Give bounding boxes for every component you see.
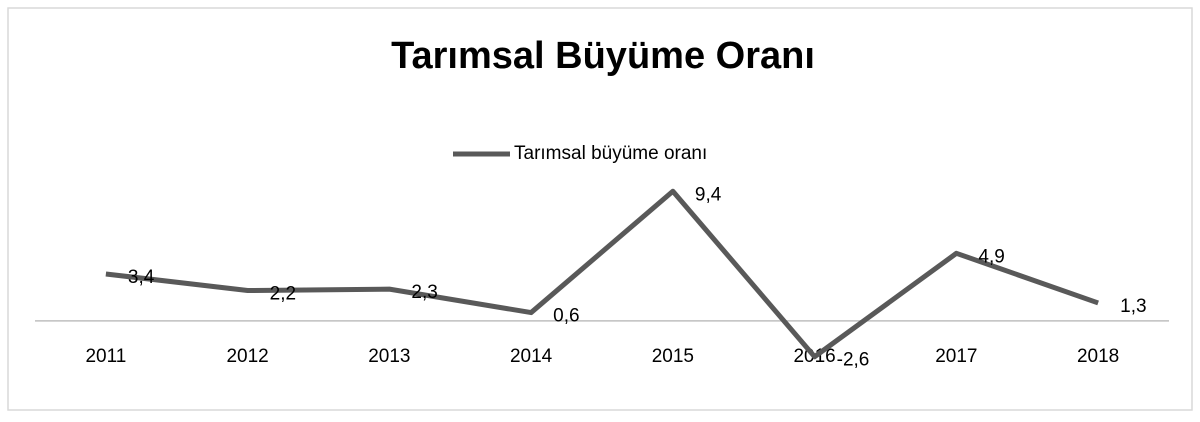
series-line (105, 188, 1099, 360)
x-tick-label: 2015 (652, 346, 694, 367)
x-tick-label: 2017 (935, 346, 977, 367)
data-label: 4,9 (978, 246, 1004, 267)
x-tick-label: 2018 (1077, 346, 1119, 367)
data-label: 3,4 (128, 267, 155, 288)
x-tick-label: 2012 (226, 346, 268, 367)
data-label: 9,4 (695, 184, 722, 205)
data-label: 2,3 (411, 282, 437, 303)
data-label: -2,6 (837, 350, 870, 371)
data-label: 1,3 (1120, 296, 1146, 317)
chart-title: Tarımsal Büyüme Oranı (391, 35, 815, 77)
x-tick-label: 2013 (368, 346, 410, 367)
data-label: 2,2 (270, 284, 296, 305)
x-tick-label: 2011 (85, 346, 126, 367)
chart-border (7, 7, 1193, 411)
legend-label: Tarımsal büyüme oranı (514, 143, 707, 164)
x-tick-label: 2014 (510, 346, 553, 367)
data-label: 0,6 (553, 306, 579, 327)
